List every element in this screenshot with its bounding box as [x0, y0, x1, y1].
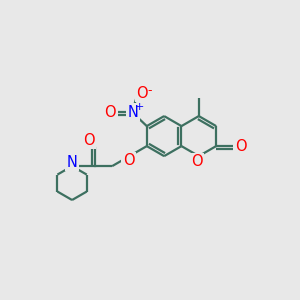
- Text: N: N: [67, 155, 77, 170]
- Text: +: +: [134, 102, 144, 112]
- Text: N: N: [128, 105, 138, 120]
- Text: O: O: [136, 86, 148, 101]
- Text: O: O: [83, 133, 95, 148]
- Text: -: -: [147, 84, 152, 97]
- Text: O: O: [105, 105, 116, 120]
- Text: O: O: [235, 139, 247, 154]
- Text: O: O: [191, 154, 202, 169]
- Text: O: O: [123, 153, 134, 168]
